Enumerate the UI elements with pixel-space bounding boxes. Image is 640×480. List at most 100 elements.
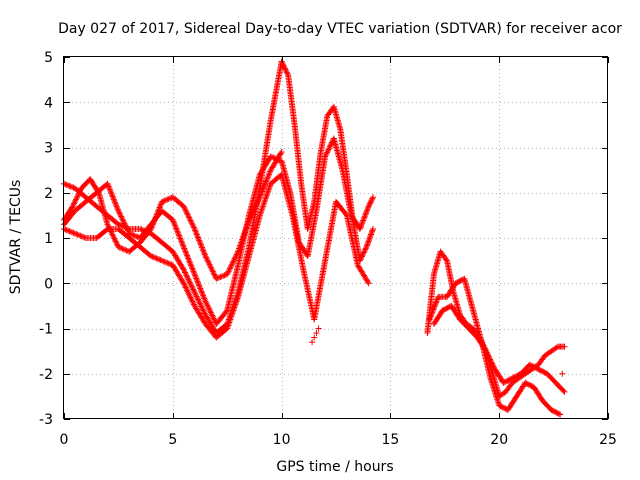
data-point xyxy=(364,206,371,213)
data-point xyxy=(188,295,195,302)
data-point xyxy=(358,223,365,230)
data-point xyxy=(363,242,370,249)
data-point xyxy=(72,197,79,204)
data-point xyxy=(114,241,121,248)
data-point xyxy=(74,193,81,200)
data-point xyxy=(195,281,202,288)
data-point xyxy=(158,198,165,205)
data-point xyxy=(164,196,171,203)
data-point xyxy=(366,235,373,242)
data-point xyxy=(150,254,157,261)
series-track-7 xyxy=(430,302,568,395)
data-point xyxy=(262,197,269,204)
data-point xyxy=(185,276,192,283)
data-point xyxy=(203,254,210,261)
data-point xyxy=(366,200,373,207)
data-point xyxy=(180,280,187,287)
data-point xyxy=(201,295,208,302)
data-point xyxy=(119,245,126,252)
y-tick-label: 1 xyxy=(44,231,53,247)
data-point xyxy=(175,231,182,238)
data-point xyxy=(342,211,349,218)
data-point xyxy=(367,231,374,238)
data-point xyxy=(200,294,207,301)
data-point xyxy=(133,233,140,240)
data-point xyxy=(433,298,440,305)
data-point xyxy=(69,229,76,236)
data-point xyxy=(326,145,333,152)
series-track-3 xyxy=(61,171,372,341)
data-point xyxy=(192,290,199,297)
data-point xyxy=(197,285,204,292)
data-point xyxy=(263,194,270,201)
data-point xyxy=(120,217,127,224)
data-point xyxy=(311,334,318,341)
data-point xyxy=(368,196,375,203)
series-track-4 xyxy=(61,149,285,282)
data-point xyxy=(261,182,268,189)
data-point xyxy=(245,216,252,223)
data-point xyxy=(114,206,121,213)
data-point xyxy=(192,227,199,234)
data-point xyxy=(70,201,77,208)
data-point xyxy=(161,258,168,265)
data-point xyxy=(207,264,214,271)
data-point xyxy=(362,246,369,253)
data-point xyxy=(118,245,125,252)
data-point xyxy=(184,273,191,280)
data-point xyxy=(561,343,568,350)
data-point xyxy=(184,211,191,218)
y-tick-label: 0 xyxy=(44,276,53,292)
data-point xyxy=(196,237,203,244)
data-point xyxy=(122,246,129,253)
data-point xyxy=(325,146,332,153)
data-point xyxy=(199,306,206,313)
data-point xyxy=(112,238,119,245)
data-point xyxy=(443,256,450,263)
data-point xyxy=(233,251,240,258)
data-point xyxy=(124,226,131,233)
data-point xyxy=(170,219,177,226)
data-point xyxy=(195,235,202,242)
data-point xyxy=(203,301,210,308)
data-point xyxy=(74,231,81,238)
data-point xyxy=(152,214,159,221)
data-point xyxy=(430,305,437,312)
data-point xyxy=(120,219,127,226)
data-point xyxy=(180,244,187,251)
data-point xyxy=(182,207,189,214)
data-point xyxy=(260,201,267,208)
data-point xyxy=(324,147,331,154)
y-tick-labels: -3 -2 -1 0 1 2 3 4 5 xyxy=(39,50,53,428)
data-point xyxy=(194,234,201,241)
data-point xyxy=(270,154,277,161)
data-point xyxy=(256,194,263,201)
data-point xyxy=(184,210,191,217)
data-point xyxy=(181,245,188,252)
data-point xyxy=(260,185,267,192)
data-point xyxy=(196,299,203,306)
data-point xyxy=(105,182,112,189)
data-point xyxy=(229,259,236,266)
data-point xyxy=(322,152,329,159)
data-point xyxy=(281,65,288,72)
data-point xyxy=(181,281,188,288)
data-point xyxy=(367,199,374,206)
data-point xyxy=(266,169,273,176)
data-point xyxy=(153,211,160,218)
y-axis-label: SDTVAR / TECUs xyxy=(8,180,24,295)
data-point xyxy=(81,234,88,241)
data-point xyxy=(118,214,125,221)
data-point xyxy=(201,296,208,303)
data-point xyxy=(366,202,373,209)
data-point xyxy=(149,221,156,228)
data-point xyxy=(207,309,214,316)
data-point xyxy=(221,272,228,279)
data-point xyxy=(110,196,117,203)
x-tick-label: 10 xyxy=(273,432,291,448)
data-point xyxy=(196,284,203,291)
data-point xyxy=(362,210,369,217)
data-point xyxy=(150,220,157,227)
data-point xyxy=(80,233,87,240)
data-point xyxy=(78,233,85,240)
